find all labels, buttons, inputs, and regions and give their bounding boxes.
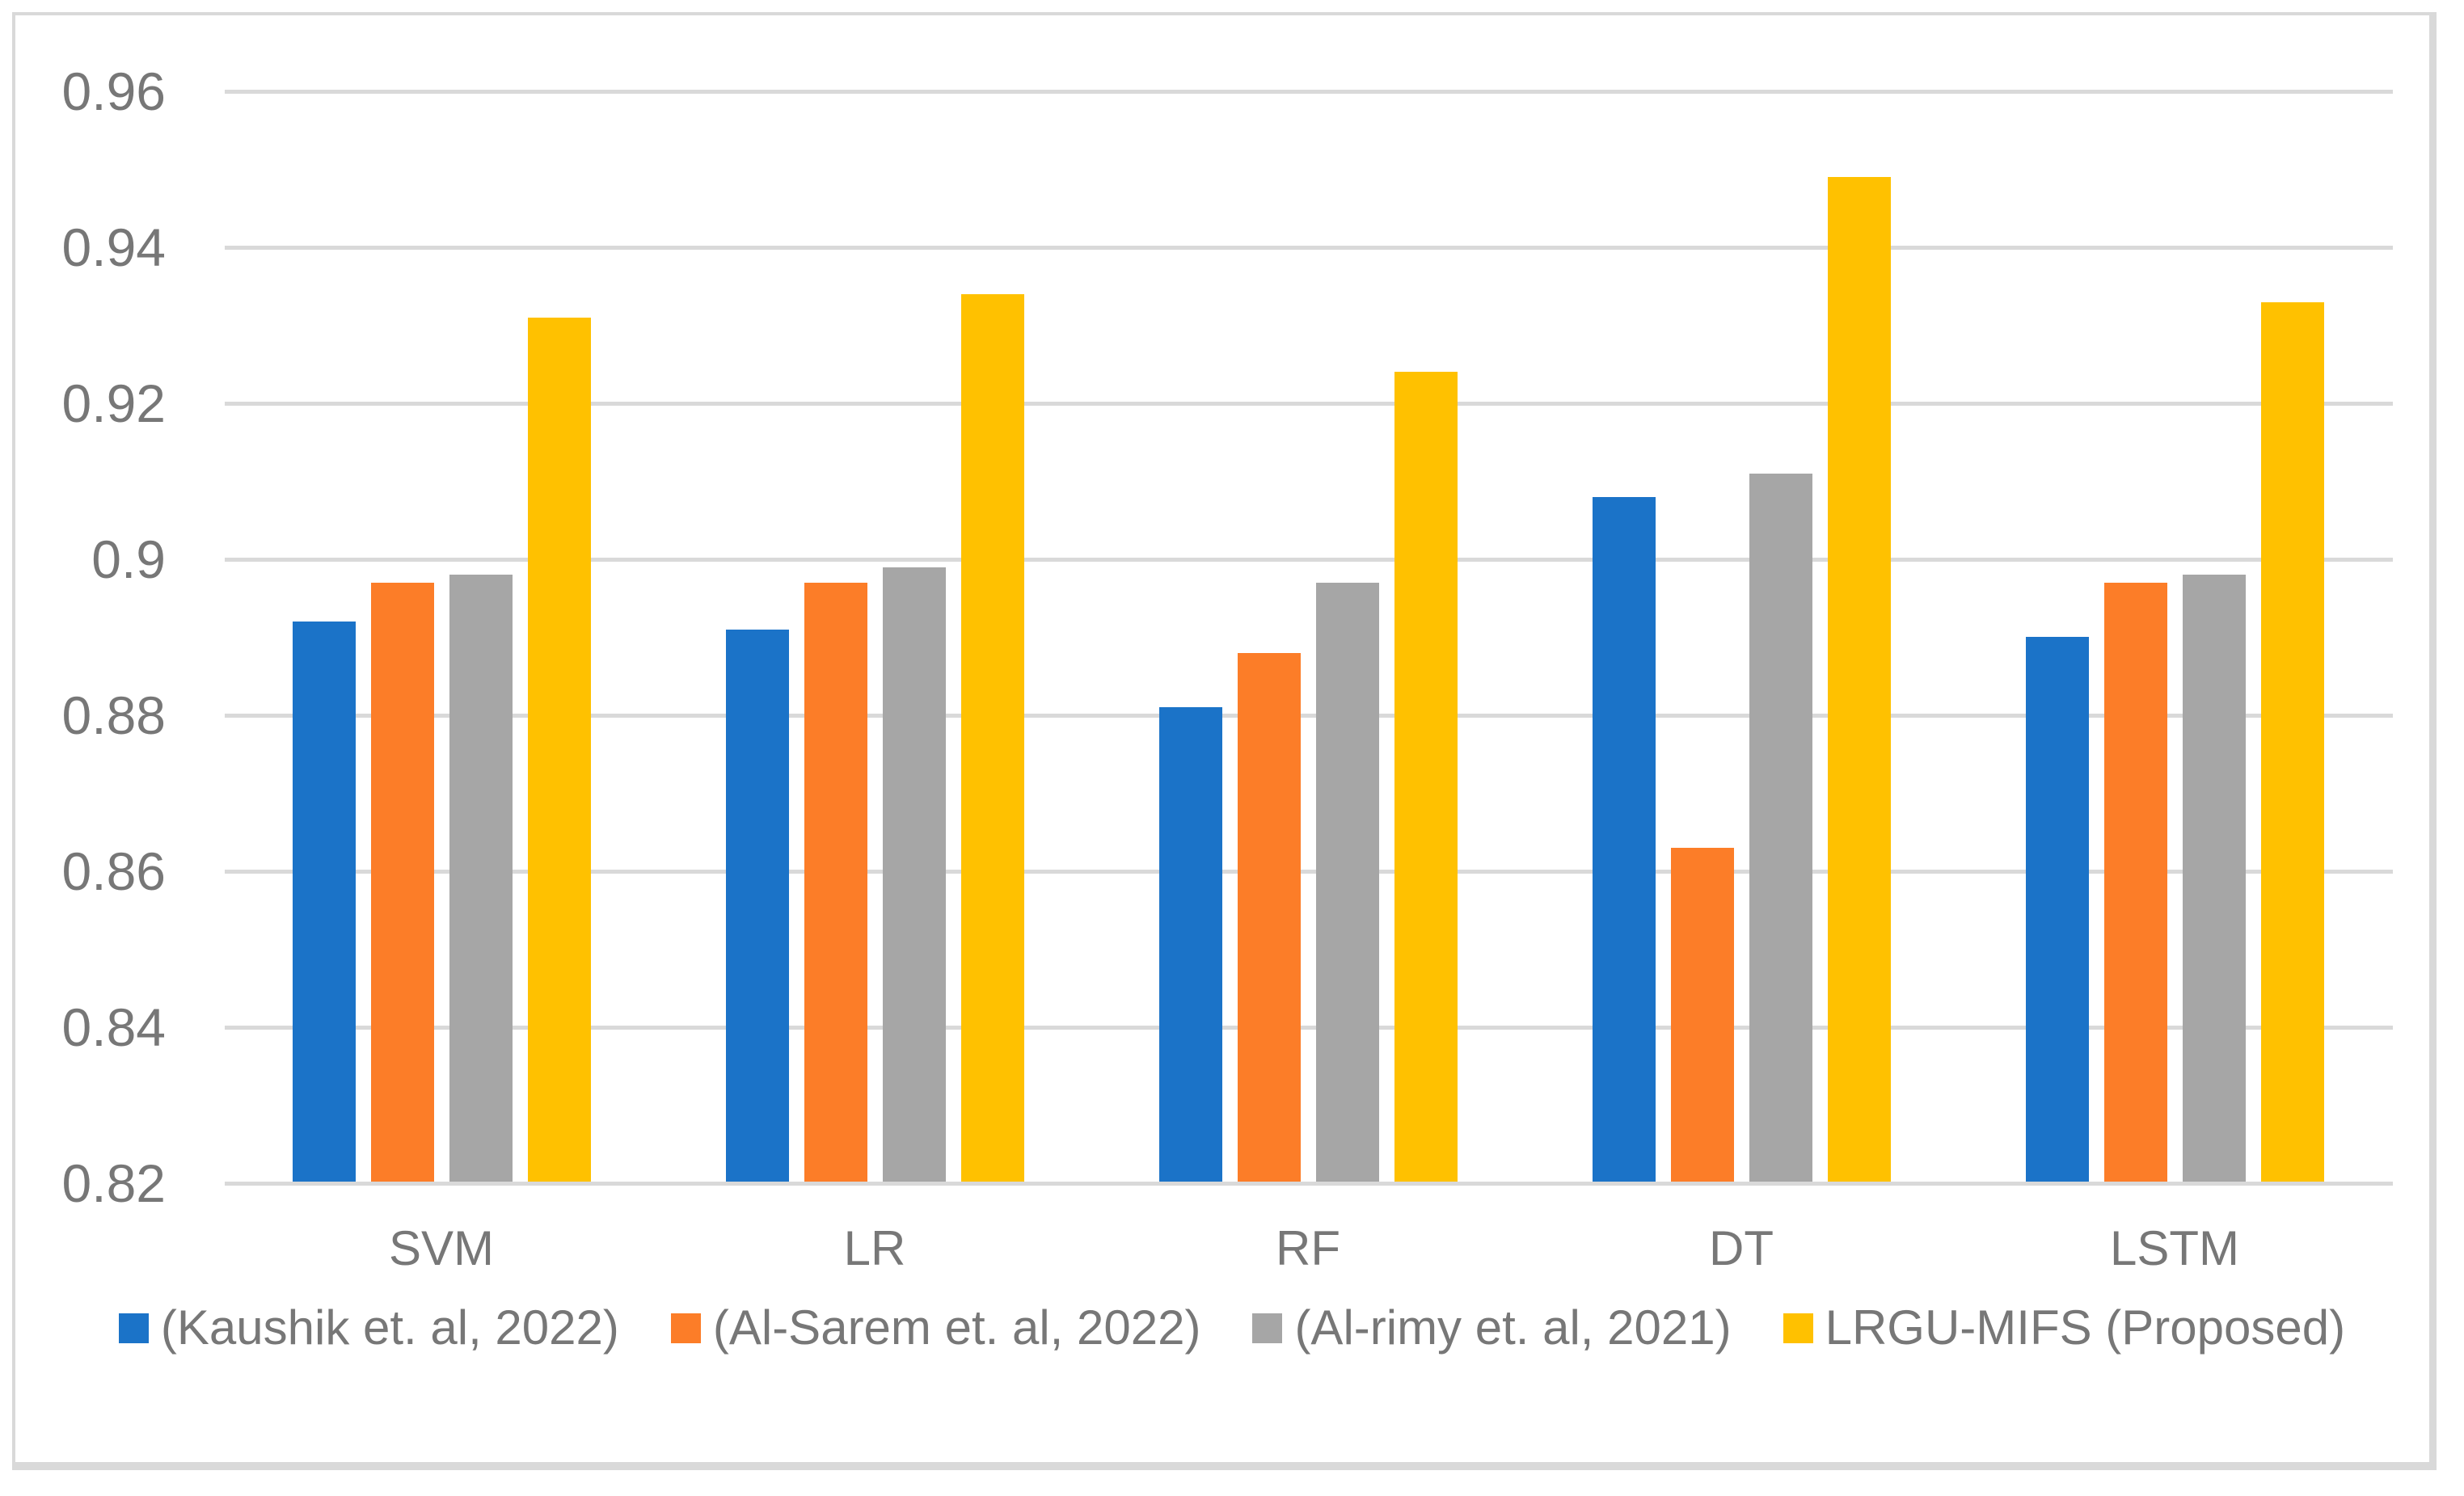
legend-label: LRGU-MIFS (Proposed) <box>1825 1300 2346 1355</box>
legend-label: (Al-rimy et. al, 2021) <box>1294 1300 1732 1355</box>
bar-SVM-series-4 <box>528 318 591 1182</box>
bar-DT-series-2 <box>1671 848 1734 1182</box>
legend-swatch-icon <box>670 1313 701 1343</box>
y-tick-label-0.94: 0.94 <box>61 217 166 277</box>
y-tick-label-0.88: 0.88 <box>61 685 166 745</box>
gridline-0.92 <box>225 402 2393 406</box>
bar-LR-series-2 <box>804 583 867 1182</box>
y-tick-label-0.9: 0.9 <box>91 529 166 589</box>
legend-item-4: LRGU-MIFS (Proposed) <box>1783 1298 2345 1358</box>
gridline-0.96 <box>225 90 2393 94</box>
legend-swatch-icon <box>1783 1313 1813 1343</box>
gridline-0.9 <box>225 558 2393 562</box>
x-category-label-RF: RF <box>1276 1221 1340 1275</box>
legend-swatch-icon <box>1252 1313 1283 1343</box>
bar-LR-series-3 <box>883 567 946 1182</box>
x-category-label-DT: DT <box>1709 1221 1774 1275</box>
bar-LSTM-series-4 <box>2261 302 2324 1182</box>
gridline-0.86 <box>225 870 2393 874</box>
y-tick-label-0.86: 0.86 <box>61 841 166 901</box>
legend-item-3: (Al-rimy et. al, 2021) <box>1252 1298 1732 1358</box>
y-tick-label-0.96: 0.96 <box>61 61 166 121</box>
y-tick-label-0.82: 0.82 <box>61 1153 166 1213</box>
bar-LR-series-4 <box>961 294 1024 1182</box>
bar-DT-series-4 <box>1828 177 1891 1182</box>
x-category-label-LR: LR <box>843 1221 906 1275</box>
bar-SVM-series-1 <box>293 622 356 1182</box>
legend-label: (Kaushik et. al, 2022) <box>160 1300 619 1355</box>
x-category-label-SVM: SVM <box>388 1221 495 1275</box>
legend-swatch-icon <box>118 1313 149 1343</box>
bar-LSTM-series-3 <box>2183 575 2246 1182</box>
bar-RF-series-1 <box>1159 707 1222 1182</box>
legend-item-1: (Kaushik et. al, 2022) <box>118 1298 619 1358</box>
legend: (Kaushik et. al, 2022) (Al-Sarem et. al, … <box>0 1298 2464 1358</box>
bar-DT-series-3 <box>1749 474 1812 1182</box>
x-category-label-LSTM: LSTM <box>2109 1221 2240 1275</box>
gridline-0.88 <box>225 714 2393 718</box>
bar-LSTM-series-1 <box>2026 637 2089 1182</box>
y-tick-label-0.84: 0.84 <box>61 997 166 1057</box>
legend-item-2: (Al-Sarem et. al, 2022) <box>670 1298 1201 1358</box>
gridline-0.82 <box>225 1182 2393 1186</box>
bar-RF-series-4 <box>1394 372 1458 1182</box>
legend-label: (Al-Sarem et. al, 2022) <box>712 1300 1201 1355</box>
gridline-0.84 <box>225 1026 2393 1030</box>
bar-SVM-series-2 <box>371 583 434 1182</box>
gridline-0.94 <box>225 246 2393 250</box>
bar-DT-series-1 <box>1593 497 1656 1182</box>
bar-SVM-series-3 <box>449 575 513 1182</box>
y-tick-label-0.92: 0.92 <box>61 373 166 433</box>
bar-RF-series-3 <box>1316 583 1379 1182</box>
bar-LSTM-series-2 <box>2104 583 2167 1182</box>
bar-LR-series-1 <box>726 630 789 1182</box>
bar-RF-series-2 <box>1238 653 1301 1182</box>
